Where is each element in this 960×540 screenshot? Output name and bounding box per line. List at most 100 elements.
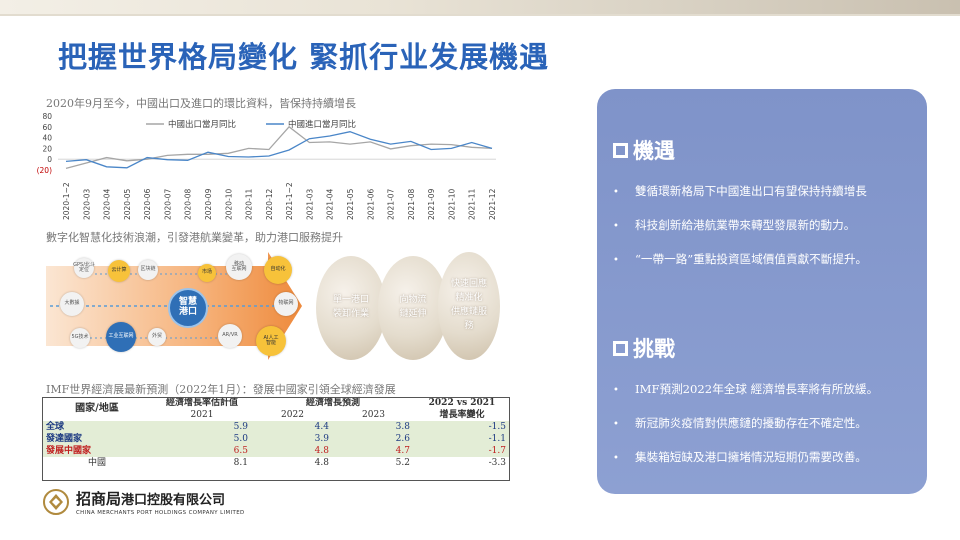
smart-port-center: 智慧 港口 bbox=[168, 288, 208, 328]
cell-2023: 3.8 bbox=[332, 421, 414, 433]
opportunity-list: • 雙循環新格局下中國進出口有望保持持續增長 • 科技創新給港航業帶來轉型發展新的動… bbox=[613, 183, 917, 285]
x-tick-label: 2020-11 bbox=[245, 188, 254, 220]
tech-node: GPS/北斗 定位 bbox=[73, 258, 95, 278]
cell-2022: 4.8 bbox=[252, 457, 333, 469]
cell-2022: 4.8 bbox=[252, 445, 333, 457]
col-year-2023: 2023 bbox=[332, 409, 414, 421]
logo-chinese-name: 招商局港口控股有限公司 bbox=[76, 490, 226, 508]
row-name: 發展中國家 bbox=[42, 445, 152, 457]
x-tick-label: 2020-08 bbox=[184, 188, 193, 220]
x-tick-label: 2020-04 bbox=[103, 188, 112, 220]
list-item: • IMF預測2022年全球 經濟增長率將有所放緩。 bbox=[613, 382, 879, 396]
table-row: 全球 5.9 4.4 3.8 -1.5 bbox=[42, 421, 510, 433]
tech-node: 云计算 bbox=[108, 260, 130, 282]
x-tick-label: 2021-1~2 bbox=[285, 182, 294, 220]
x-tick-label: 2020-09 bbox=[204, 188, 213, 220]
y-tick-label: 0 bbox=[47, 155, 52, 164]
diagram-section-title: 數字化智慧化技術浪潮，引發港航業變革，助力港口服務提升 bbox=[46, 231, 343, 244]
tech-node: 区块链 bbox=[138, 260, 158, 280]
col-change-top: 2022 vs 2021 bbox=[414, 397, 510, 409]
x-tick-label: 2021-07 bbox=[387, 188, 396, 220]
cell-2023: 4.7 bbox=[332, 445, 414, 457]
tech-node: 市场 bbox=[198, 264, 216, 282]
x-tick-label: 2021-05 bbox=[346, 188, 355, 220]
x-tick-label: 2020-05 bbox=[123, 188, 132, 220]
x-tick-label: 2021-08 bbox=[407, 188, 416, 220]
col-change-bottom: 增長率變化 bbox=[414, 409, 510, 421]
bullet-icon: • bbox=[613, 419, 619, 430]
tech-node: 大數據 bbox=[60, 292, 84, 316]
table-row: 中國 8.1 4.8 5.2 -3.3 bbox=[42, 457, 510, 469]
imf-section-title: IMF世界經濟展最新預測（2022年1月）：發展中國家引領全球經濟發展 bbox=[46, 383, 396, 396]
cell-change: -1.1 bbox=[414, 433, 510, 445]
col-year-2022: 2022 bbox=[252, 409, 333, 421]
tech-node: 移动 互联网 bbox=[226, 254, 252, 280]
x-tick-label: 2020-03 bbox=[82, 188, 91, 220]
row-name: 發達國家 bbox=[42, 433, 152, 445]
tech-node: 5G技术 bbox=[70, 328, 90, 348]
x-tick-label: 2021-03 bbox=[305, 188, 314, 220]
x-tick-label: 2020-06 bbox=[143, 188, 152, 220]
cell-change: -3.3 bbox=[414, 457, 510, 469]
cell-change: -1.7 bbox=[414, 445, 510, 457]
bullet-icon: • bbox=[613, 221, 619, 232]
x-tick-label: 2020-1~2 bbox=[62, 182, 71, 220]
bullet-icon: • bbox=[613, 187, 619, 198]
x-tick-label: 2021-09 bbox=[427, 188, 436, 220]
cell-2023: 2.6 bbox=[332, 433, 414, 445]
tech-node: AI人工 智能 bbox=[256, 326, 286, 356]
bullet-icon: • bbox=[613, 255, 619, 266]
y-tick-label: 80 bbox=[42, 112, 52, 121]
row-name: 全球 bbox=[42, 421, 152, 433]
x-tick-label: 2020-07 bbox=[163, 188, 172, 220]
cell-2021: 6.5 bbox=[152, 445, 252, 457]
cell-2022: 3.9 bbox=[252, 433, 333, 445]
bullet-icon: • bbox=[613, 385, 619, 396]
x-tick-label: 2021-11 bbox=[468, 188, 477, 220]
col-estimate: 經濟增長率估計值 bbox=[152, 397, 252, 409]
challenge-heading: 挑戰 bbox=[613, 333, 675, 363]
bullet-icon: • bbox=[613, 453, 619, 464]
x-tick-label: 2021-06 bbox=[366, 188, 375, 220]
list-item: • 雙循環新格局下中國進出口有望保持持續增長 bbox=[613, 184, 867, 198]
tech-node: 外贸 bbox=[148, 328, 166, 346]
list-item: • “一帶一路”重點投資區域價值貢獻不斷提升。 bbox=[613, 252, 868, 266]
legend-label: 中國進口當月同比 bbox=[288, 119, 356, 130]
col-year-2021: 2021 bbox=[152, 409, 252, 421]
logo-english-name: CHINA MERCHANTS PORT HOLDINGS COMPANY LI… bbox=[76, 510, 245, 516]
y-tick-label: 20 bbox=[42, 144, 52, 153]
step-single-port: 單一港口 裝卸作業 bbox=[316, 256, 386, 360]
tech-node: AR/VR bbox=[218, 324, 242, 348]
cell-2021: 8.1 bbox=[152, 457, 252, 469]
list-item: • 新冠肺炎疫情對供應鏈的擾動存在不確定性。 bbox=[613, 416, 867, 430]
col-forecast: 經濟增長預測 bbox=[252, 397, 414, 409]
x-tick-label: 2021-10 bbox=[447, 188, 456, 220]
x-tick-label: 2021-12 bbox=[488, 188, 497, 220]
x-tick-label: 2020-10 bbox=[224, 188, 233, 220]
legend-label: 中國出口當月同比 bbox=[168, 119, 236, 130]
checkbox-square-icon bbox=[613, 142, 628, 158]
tech-node: 自动化 bbox=[264, 256, 292, 284]
y-tick-label: 60 bbox=[42, 123, 52, 132]
top-decorative-bar bbox=[0, 0, 960, 16]
list-item: • 集裝箱短缺及港口擁堵情況短期仍需要改善。 bbox=[613, 450, 867, 464]
step-supply-chain-service: 快速回應 精准化 供應鏈服 務 bbox=[438, 252, 500, 360]
imf-forecast-table: 國家/地區 經濟增長率估計值 經濟增長預測 2022 vs 2021 2021 … bbox=[42, 397, 510, 469]
tech-node: 物联网 bbox=[274, 292, 298, 316]
cell-change: -1.5 bbox=[414, 421, 510, 433]
tech-node: 工业互联网 bbox=[106, 322, 136, 352]
company-logo: 招商局港口控股有限公司 CHINA MERCHANTS PORT HOLDING… bbox=[42, 488, 245, 516]
series-line-import bbox=[65, 131, 493, 169]
table-row: 發展中國家 6.5 4.8 4.7 -1.7 bbox=[42, 445, 510, 457]
list-item: • 科技創新給港航業帶來轉型發展新的動力。 bbox=[613, 218, 856, 232]
y-tick-label: (20) bbox=[37, 166, 52, 175]
page-title: 把握世界格局變化 緊抓行业发展機遇 bbox=[58, 40, 550, 74]
y-tick-label: 40 bbox=[42, 134, 52, 143]
col-country: 國家/地區 bbox=[42, 397, 152, 421]
cmport-logo-icon bbox=[43, 489, 69, 515]
cell-2021: 5.9 bbox=[152, 421, 252, 433]
opportunities-challenges-panel: 機遇 • 雙循環新格局下中國進出口有望保持持續增長 • 科技創新給港航業帶來轉型發展… bbox=[597, 89, 927, 494]
x-tick-label: 2020-12 bbox=[265, 188, 274, 220]
chart-section-title: 2020年9月至今，中國出口及進口的環比資料，皆保持持續增長 bbox=[46, 97, 356, 110]
